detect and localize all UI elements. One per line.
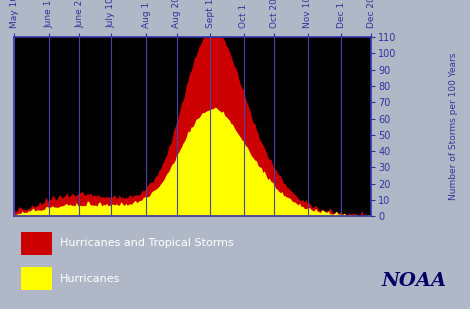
Bar [21, 232, 52, 255]
Bar [21, 267, 52, 290]
Text: Hurricanes: Hurricanes [60, 274, 120, 284]
Y-axis label: Number of Storms per 100 Years: Number of Storms per 100 Years [449, 53, 458, 200]
Text: NOAA: NOAA [381, 272, 446, 290]
Text: Hurricanes and Tropical Storms: Hurricanes and Tropical Storms [60, 238, 234, 248]
